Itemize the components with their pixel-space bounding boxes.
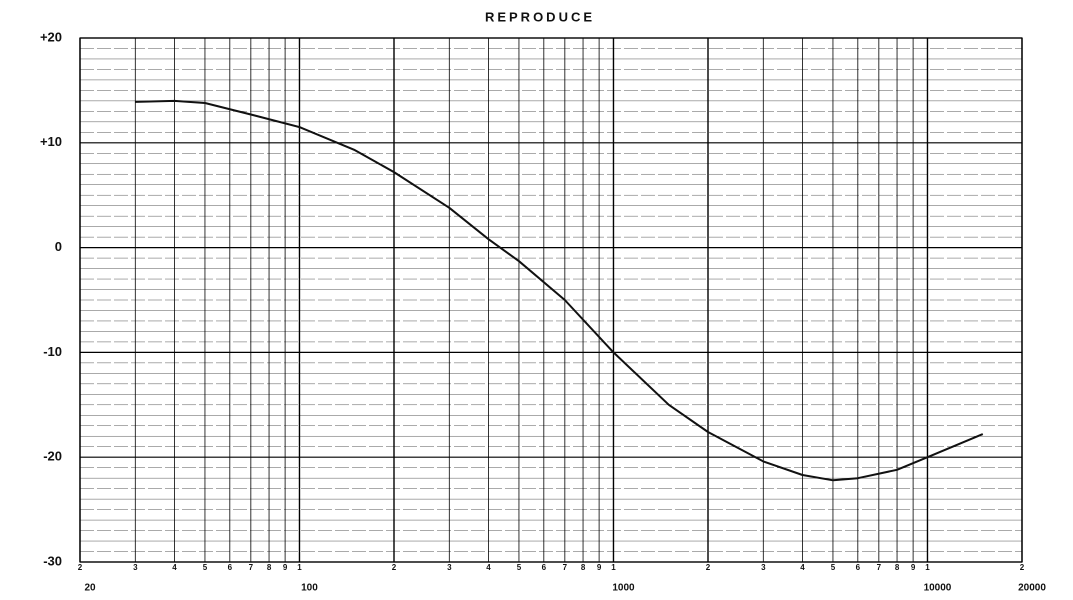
x-tick-label: 8 bbox=[581, 563, 586, 572]
chart-title: REPRODUCE bbox=[485, 9, 595, 24]
y-tick-label: -10 bbox=[43, 344, 62, 359]
x-tick-label: 2 bbox=[392, 563, 397, 572]
response-curve bbox=[135, 99, 984, 482]
x-decade-label: 20000 bbox=[1018, 583, 1046, 594]
x-tick-label: 2 bbox=[78, 563, 83, 572]
y-tick-label: +10 bbox=[40, 134, 62, 149]
x-tick-label: 7 bbox=[563, 563, 568, 572]
x-tick-label: 6 bbox=[856, 563, 861, 572]
x-tick-label: 3 bbox=[133, 563, 138, 572]
y-tick-label: +20 bbox=[40, 29, 62, 44]
x-tick-label: 8 bbox=[895, 563, 900, 572]
x-decade-label: 100 bbox=[301, 583, 318, 594]
x-tick-label: 4 bbox=[172, 563, 177, 572]
x-tick-label: 1 bbox=[925, 563, 930, 572]
x-tick-label: 4 bbox=[800, 563, 805, 572]
plot-frame bbox=[79, 37, 1023, 563]
y-tick-label: 0 bbox=[55, 239, 62, 254]
x-tick-label: 5 bbox=[203, 563, 208, 572]
x-tick-label: 2 bbox=[1020, 563, 1025, 572]
x-decade-label: 20 bbox=[84, 583, 96, 594]
x-tick-label: 9 bbox=[283, 563, 288, 572]
x-decade-label: 1000 bbox=[612, 583, 635, 594]
x-tick-label: 7 bbox=[877, 563, 882, 572]
x-tick-label: 2 bbox=[706, 563, 711, 572]
x-tick-label: 5 bbox=[517, 563, 522, 572]
y-tick-label: -30 bbox=[43, 553, 62, 568]
x-tick-label: 9 bbox=[597, 563, 602, 572]
x-tick-label: 6 bbox=[542, 563, 547, 572]
x-decade-label: 10000 bbox=[924, 583, 952, 594]
x-tick-label: 3 bbox=[761, 563, 766, 572]
x-tick-label: 1 bbox=[297, 563, 302, 572]
x-tick-label: 7 bbox=[249, 563, 254, 572]
x-tick-label: 3 bbox=[447, 563, 452, 572]
y-tick-label: -20 bbox=[43, 449, 62, 464]
x-tick-label: 9 bbox=[911, 563, 916, 572]
x-tick-label: 4 bbox=[486, 563, 491, 572]
x-tick-label: 1 bbox=[611, 563, 616, 572]
x-tick-label: 8 bbox=[267, 563, 272, 572]
x-tick-label: 5 bbox=[831, 563, 836, 572]
x-tick-label: 6 bbox=[228, 563, 233, 572]
